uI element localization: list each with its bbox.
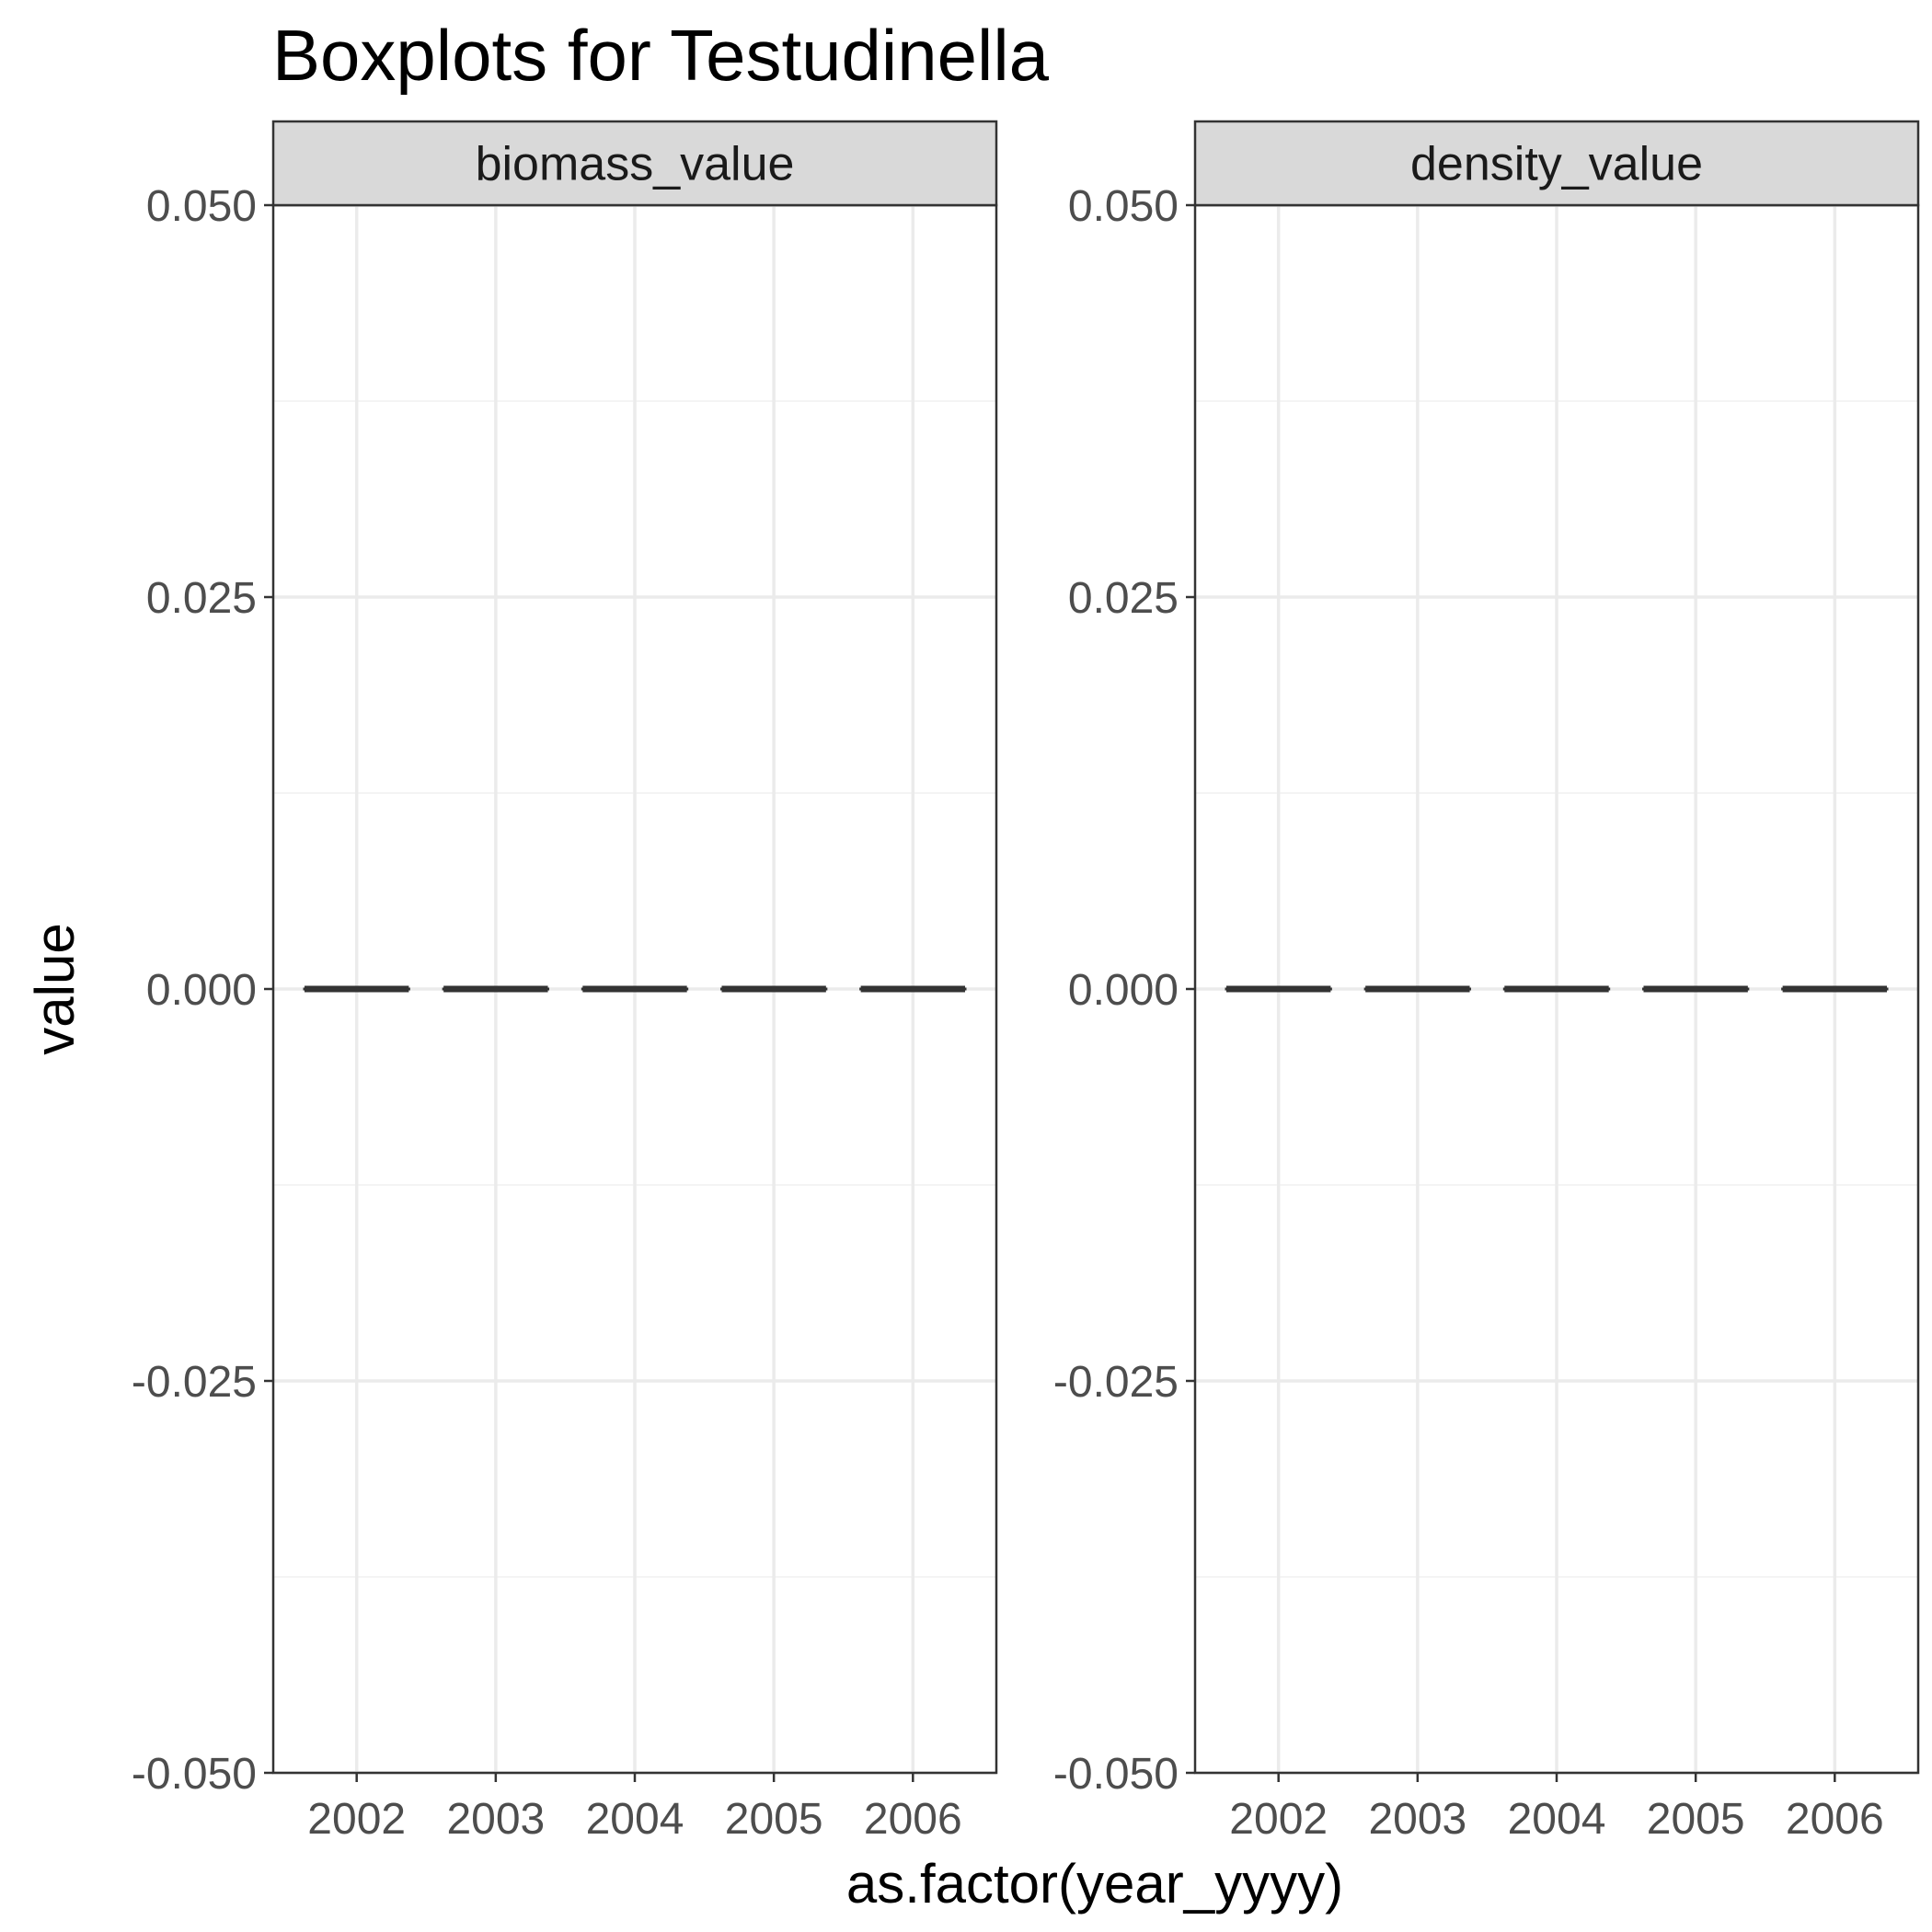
x-tick-label: 2003 bbox=[446, 1795, 545, 1844]
y-tick-label: -0.050 bbox=[132, 1750, 257, 1799]
y-tick-label: 0.050 bbox=[146, 182, 257, 231]
facet-strip bbox=[1193, 120, 1920, 207]
x-tick-label: 2005 bbox=[725, 1795, 823, 1844]
facet-panel-biomass_value: biomass_value -0.050 -0.025 0.000 0.025 0.050… bbox=[132, 120, 998, 1844]
x-tick-label: 2003 bbox=[1368, 1795, 1466, 1844]
y-tick-label: 0.000 bbox=[1068, 966, 1179, 1015]
x-tick-label: 2005 bbox=[1647, 1795, 1745, 1844]
y-tick-label: -0.050 bbox=[1053, 1750, 1179, 1799]
facet-strip-label: density_value bbox=[1410, 138, 1703, 191]
x-tick-label: 2004 bbox=[586, 1795, 684, 1844]
x-tick-label: 2006 bbox=[864, 1795, 962, 1844]
x-tick-label: 2002 bbox=[307, 1795, 406, 1844]
facet-strip-label: biomass_value bbox=[476, 138, 795, 191]
facet-panel-density_value: density_value -0.050 -0.025 0.000 0.025 0.050… bbox=[1053, 120, 1920, 1844]
y-tick-label: -0.025 bbox=[1053, 1358, 1179, 1407]
y-tick-label: 0.025 bbox=[146, 574, 257, 623]
facets-layer: biomass_value -0.050 -0.025 0.000 0.025 0.050… bbox=[132, 120, 1920, 1844]
y-tick-label: 0.025 bbox=[1068, 574, 1179, 623]
x-tick-label: 2002 bbox=[1229, 1795, 1328, 1844]
y-tick-label: 0.000 bbox=[146, 966, 257, 1015]
chart-title: Boxplots for Testudinella bbox=[272, 15, 1050, 96]
y-tick-label: -0.025 bbox=[132, 1358, 257, 1407]
x-tick-label: 2004 bbox=[1508, 1795, 1606, 1844]
x-tick-label: 2006 bbox=[1786, 1795, 1884, 1844]
x-axis-title: as.factor(year_yyyy) bbox=[846, 1853, 1343, 1915]
y-axis-title: value bbox=[24, 923, 86, 1054]
y-tick-label: 0.050 bbox=[1068, 182, 1179, 231]
facet-strip bbox=[271, 120, 998, 207]
